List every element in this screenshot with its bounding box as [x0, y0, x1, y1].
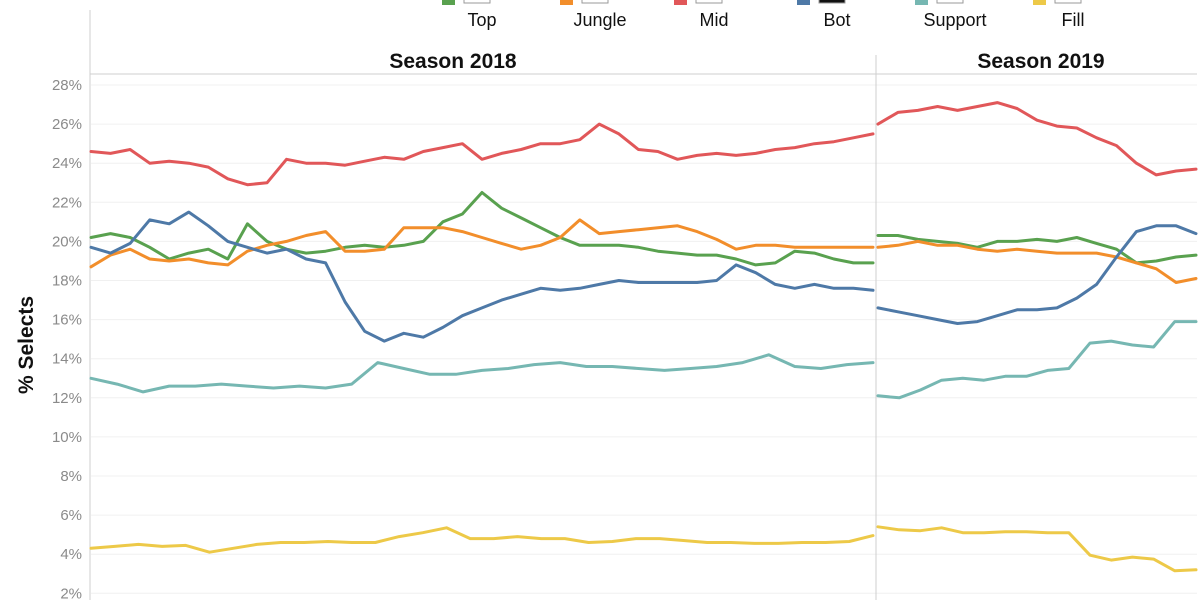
y-tick-label: 20% — [52, 233, 82, 250]
role-icon-bot — [818, 0, 846, 4]
series-line-support-season-2019 — [876, 320, 1198, 400]
series-line-top-season-2018 — [89, 191, 875, 267]
role-icon-support — [936, 0, 964, 4]
legend-label-mid[interactable]: Mid — [699, 10, 728, 30]
role-icon-top — [463, 0, 491, 4]
legend-swatch-bot — [797, 0, 810, 5]
series-line-mid-season-2019 — [876, 101, 1198, 177]
legend-label-bot[interactable]: Bot — [823, 10, 850, 30]
y-tick-label: 8% — [60, 468, 82, 485]
legend-label-top[interactable]: Top — [467, 10, 496, 30]
y-axis-ticks: 2% 4% 6% 8% 10% 12% 14% 16% 18% 20% 22% 24% 26% 28% — [52, 77, 82, 600]
gridlines — [91, 84, 1197, 594]
y-tick-label: 14% — [52, 351, 82, 368]
series-line-bot-season-2019 — [876, 224, 1198, 325]
series-line-fill-season-2018 — [89, 526, 875, 554]
series-line-mid-season-2018 — [89, 122, 875, 187]
series-line-jungle-season-2018 — [89, 218, 875, 269]
y-tick-label: 28% — [52, 77, 82, 94]
legend-label-jungle[interactable]: Jungle — [573, 10, 626, 30]
y-tick-label: 24% — [52, 155, 82, 172]
y-axis-label: % Selects — [15, 296, 38, 394]
panel-title-2018: Season 2018 — [389, 50, 517, 73]
series-line-support-season-2018 — [89, 353, 875, 394]
legend-swatch-fill — [1033, 0, 1046, 5]
y-tick-label: 12% — [52, 390, 82, 407]
legend-swatch-support — [915, 0, 928, 5]
role-icon-jungle — [581, 0, 609, 4]
legend-swatch-mid — [674, 0, 687, 5]
panel-title-2019: Season 2019 — [977, 50, 1104, 73]
legend-label-fill[interactable]: Fill — [1062, 10, 1085, 30]
role-icon-fill — [1054, 0, 1082, 4]
series-line-jungle-season-2019 — [876, 239, 1198, 284]
series-line-fill-season-2019 — [876, 525, 1198, 573]
y-tick-label: 18% — [52, 273, 82, 290]
role-icon-mid — [695, 0, 723, 4]
y-tick-label: 26% — [52, 116, 82, 133]
y-tick-label: 22% — [52, 194, 82, 211]
legend: Top Jungle Mid Bot Support Fill — [442, 0, 1085, 30]
y-tick-label: 4% — [60, 546, 82, 563]
series-line-top-season-2019 — [876, 234, 1198, 265]
y-tick-label: 10% — [52, 429, 82, 446]
series-lines — [89, 101, 1198, 573]
series-line-bot-season-2018 — [89, 210, 875, 343]
y-tick-label: 16% — [52, 312, 82, 329]
legend-swatch-jungle — [560, 0, 573, 5]
legend-swatch-top — [442, 0, 455, 5]
legend-label-support[interactable]: Support — [923, 10, 986, 30]
y-tick-label: 2% — [60, 585, 82, 600]
y-tick-label: 6% — [60, 507, 82, 524]
